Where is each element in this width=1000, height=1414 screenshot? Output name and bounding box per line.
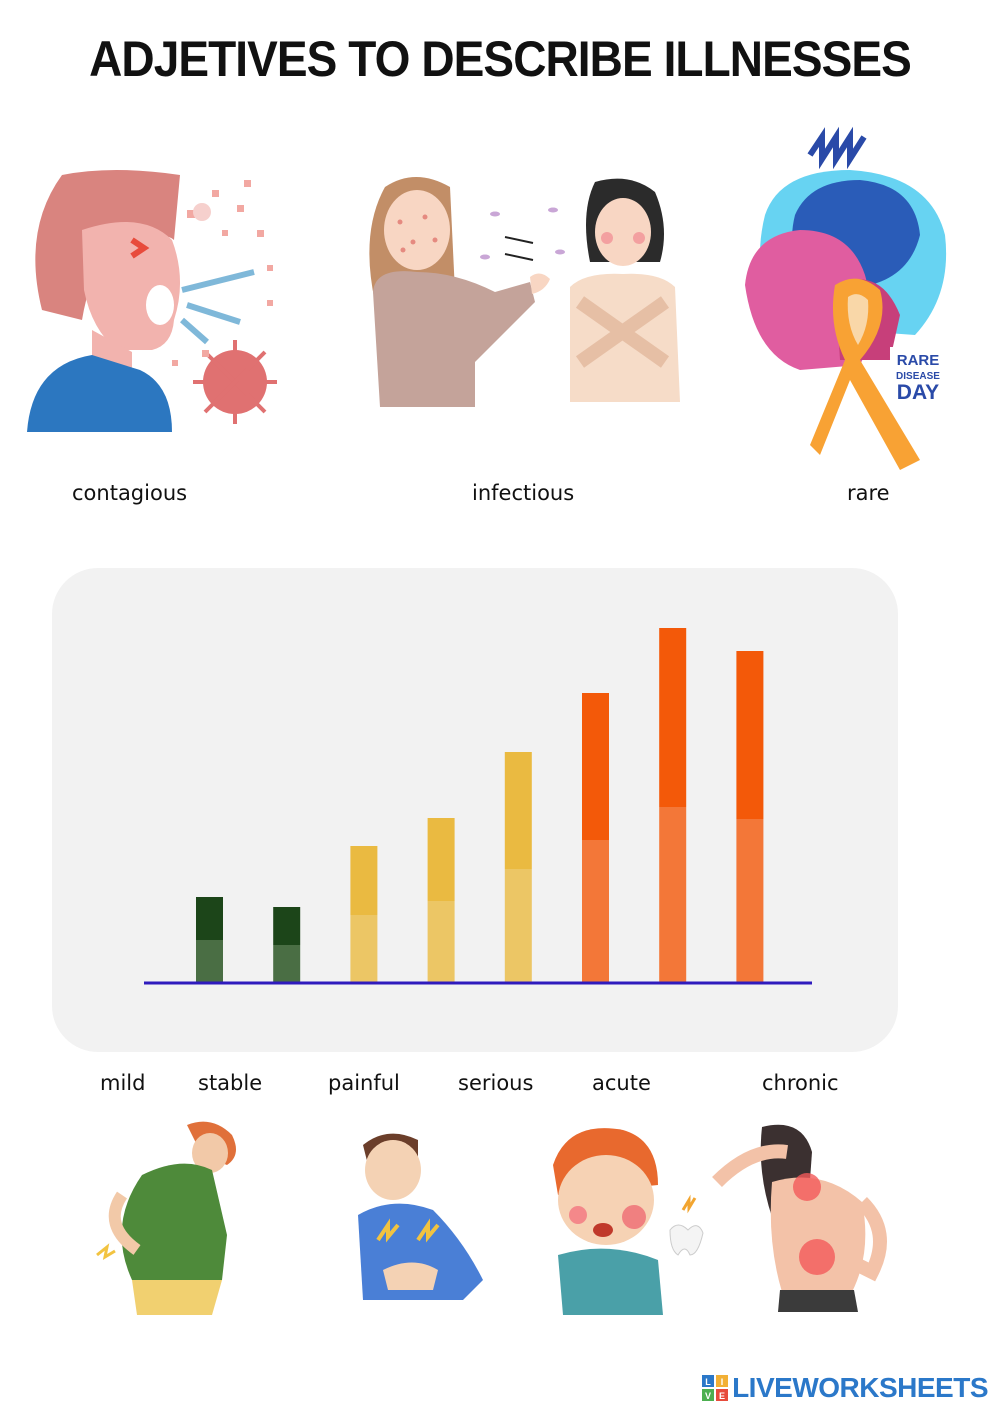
bar-2-segment-2 <box>273 907 301 945</box>
bar-7-segment-2 <box>659 628 687 807</box>
word-infectious: infectious <box>472 481 575 505</box>
footer-brand: LIVEWORKSHEETS <box>732 1372 988 1403</box>
word-serious: serious <box>458 1071 534 1095</box>
bar-5-segment-1 <box>504 869 532 982</box>
bar-chart <box>144 628 812 985</box>
word-painful: painful <box>328 1071 400 1095</box>
word-contagious: contagious <box>72 481 188 505</box>
logo-letter-e: E <box>719 1391 725 1401</box>
ribbon-badge-word-1: RARE <box>897 352 940 369</box>
rare-disease-day-illustration: RARE DISEASE DAY <box>745 126 947 470</box>
man-back-pain-illustration <box>96 1121 236 1315</box>
footer-logo: L I V E LIVEWORKSHEETS <box>702 1372 988 1404</box>
woman-back-pain-illustration <box>712 1124 887 1312</box>
word-chronic: chronic <box>762 1071 839 1095</box>
bar-3-segment-1 <box>350 915 378 982</box>
bar-6-segment-2 <box>582 693 609 840</box>
bar-1-segment-1 <box>196 940 223 982</box>
bar-6-segment-1 <box>582 840 609 982</box>
logo-letter-v: V <box>705 1391 711 1401</box>
word-stable: stable <box>198 1071 263 1095</box>
word-rare: rare <box>847 481 890 505</box>
bar-3-segment-2 <box>350 846 378 915</box>
bar-7-segment-1 <box>659 807 687 982</box>
child-toothache-illustration <box>553 1128 704 1315</box>
bar-1-segment-2 <box>196 897 223 940</box>
bar-8-segment-2 <box>736 651 764 819</box>
ribbon-badge-word-3: DAY <box>897 381 939 404</box>
coughing-man-illustration <box>27 170 277 432</box>
bar-8-segment-1 <box>736 819 764 982</box>
bar-2-segment-1 <box>273 945 301 982</box>
bar-4-segment-1 <box>427 901 455 982</box>
word-acute: acute <box>592 1071 651 1095</box>
word-mild: mild <box>100 1071 146 1095</box>
two-women-illustration <box>369 177 680 407</box>
page-title: ADJETIVES TO DESCRIBE ILLNESSES <box>89 31 912 87</box>
ribbon-badge-word-2: DISEASE <box>896 371 940 382</box>
bar-5-segment-2 <box>504 752 532 869</box>
logo-letter-l: L <box>705 1377 711 1387</box>
liveworksheets-logo-icon: L I V E <box>702 1375 729 1401</box>
logo-letter-i: I <box>721 1377 724 1387</box>
boy-stomach-ache-illustration <box>358 1133 483 1300</box>
bar-4-segment-2 <box>427 818 455 901</box>
